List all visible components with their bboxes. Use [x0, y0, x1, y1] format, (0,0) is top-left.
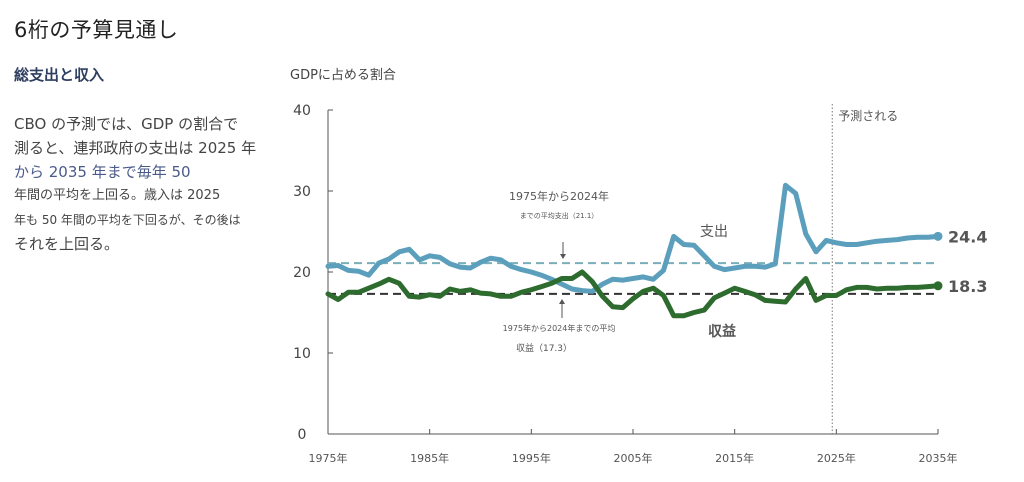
revenue-average-annotation: 1975年から2024年までの平均 [503, 323, 616, 333]
series-lines [325, 182, 943, 319]
projection-label: 予測される [838, 109, 898, 123]
spending-average-annotation: 1975年から2024年 [509, 189, 609, 203]
y-tick-label: 20 [293, 265, 311, 281]
x-tick-label: 2035年 [919, 451, 958, 465]
up-arrow-icon [559, 299, 565, 304]
section-subtitle: 総支出と収入 [14, 66, 105, 84]
description-line: 年間の平均を上回る。歳入は 2025 [14, 188, 221, 203]
x-tick-label: 2025年 [817, 451, 856, 465]
y-axis-label: GDPに占める割合 [290, 68, 396, 83]
spending-average-annotation: までの平均支出（21.1） [520, 211, 599, 220]
x-tick-label: 1995年 [512, 451, 551, 465]
y-tick-label: 40 [293, 103, 311, 119]
x-tick-label: 1985年 [410, 451, 449, 465]
spending-end-point [933, 231, 943, 241]
revenue-end-point [933, 281, 943, 291]
description-line: 測ると、連邦政府の支出は 2025 年 [14, 139, 257, 157]
y-tick-label: 30 [293, 184, 311, 200]
description-line: から 2035 年まで毎年 50 [14, 163, 191, 181]
description: CBO の予測では、GDP の割合で 測ると、連邦政府の支出は 2025 年 か… [14, 112, 274, 256]
down-arrow-icon [560, 254, 566, 259]
x-tick-label: 1975年 [309, 451, 348, 465]
description-line: CBO の予測では、GDP の割合で [14, 115, 239, 133]
y-tick-label: 10 [293, 346, 311, 362]
page-title: 6桁の予算見通し [14, 18, 179, 42]
y-tick-label: 0 [298, 427, 307, 443]
revenue-line [325, 269, 941, 319]
axes: 0 10 20 30 40 1975年 1985年 1995年 2005年 2015年 2025年 2… [293, 103, 957, 465]
spending-series-label: 支出 [700, 224, 728, 240]
description-line: 年も 50 年間の平均を下回るが、その後は [14, 213, 241, 227]
spending-end-label: 24.4 [948, 227, 987, 246]
revenue-series-label: 収益 [708, 323, 736, 340]
x-tick-label: 2015年 [715, 451, 754, 465]
x-tick-label: 2005年 [614, 451, 653, 465]
description-line: それを上回る。 [14, 235, 120, 253]
revenue-end-label: 18.3 [948, 277, 987, 296]
revenue-average-annotation: 収益（17.3） [516, 342, 572, 354]
spending-line [325, 182, 941, 294]
